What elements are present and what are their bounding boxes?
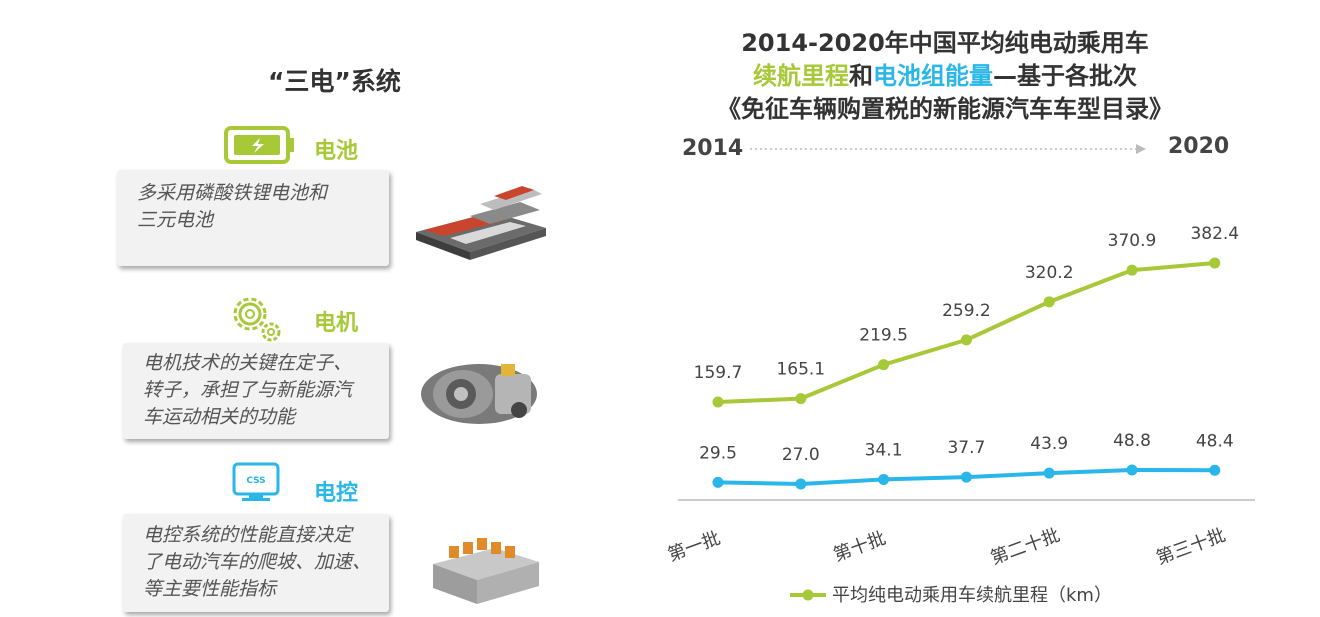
- battery-pack-image: [410, 176, 550, 268]
- data-point: [1209, 464, 1221, 476]
- data-label: 159.7: [694, 363, 743, 383]
- timeline-arrow: [750, 141, 1150, 160]
- description-line: 电控系统的性能直接决定: [143, 524, 353, 546]
- data-point: [795, 393, 807, 405]
- data-point: [1043, 296, 1055, 308]
- legend-label: 平均纯电动乘用车续航里程（km）: [832, 585, 1112, 606]
- data-point: [960, 471, 972, 483]
- data-label: 382.4: [1190, 224, 1239, 244]
- timeline-start-year: 2014: [682, 136, 744, 161]
- data-point: [878, 359, 890, 371]
- chart-title-line2: 续航里程和电池组能量—基于各批次: [640, 60, 1250, 93]
- description-line: 了电动汽车的爬坡、加速、: [143, 551, 372, 573]
- description-line: 转子，承担了与新能源汽: [143, 379, 353, 401]
- controller-description: 电控系统的性能直接决定 了电动汽车的爬坡、加速、 等主要性能指标: [123, 514, 389, 612]
- chart-title-line1: 2014-2020年中国平均纯电动乘用车: [741, 29, 1149, 57]
- data-point: [878, 473, 890, 485]
- data-label: 27.0: [782, 445, 820, 465]
- description-line: 电机技术的关键在定子、: [143, 352, 353, 374]
- x-tick-label: 第一批: [665, 528, 723, 566]
- description-line: 等主要性能指标: [143, 578, 277, 600]
- battery-label: 电池: [314, 139, 359, 164]
- chart-title-range-highlight: 续航里程: [753, 62, 849, 90]
- description-line: 车运动相关的功能: [143, 406, 296, 428]
- motor-label: 电机: [314, 311, 359, 336]
- x-tick-label: 第三十批: [1153, 525, 1228, 569]
- series-line-0: [717, 261, 1215, 404]
- data-point: [712, 396, 724, 408]
- data-point: [712, 476, 724, 488]
- motor-image: [415, 350, 545, 436]
- legend-swatch-marker: [802, 589, 814, 601]
- data-label: 37.7: [947, 438, 985, 458]
- data-label: 320.2: [1025, 263, 1074, 283]
- css-monitor-icon: CSS: [232, 462, 280, 508]
- description-line: 多采用磷酸铁锂电池和: [137, 182, 328, 204]
- data-label: 43.9: [1030, 434, 1068, 454]
- data-point: [960, 334, 972, 346]
- data-point: [1126, 264, 1138, 276]
- data-label: 259.2: [942, 301, 991, 321]
- data-label: 48.4: [1196, 431, 1234, 451]
- data-label: 165.1: [776, 360, 825, 380]
- data-label: 48.8: [1113, 431, 1151, 451]
- motor-description: 电机技术的关键在定子、 转子，承担了与新能源汽 车运动相关的功能: [123, 343, 389, 439]
- chart-title-connector: 和: [849, 62, 873, 90]
- x-tick-label: 第十批: [831, 528, 889, 566]
- data-label: 34.1: [865, 440, 903, 460]
- description-line: 三元电池: [137, 209, 214, 231]
- data-point: [1209, 257, 1221, 269]
- data-point: [1043, 467, 1055, 479]
- timeline-end-year: 2020: [1168, 134, 1230, 159]
- chart-title: 2014-2020年中国平均纯电动乘用车 续航里程和电池组能量—基于各批次 《免…: [640, 27, 1250, 126]
- left-panel-title: “三电”系统: [268, 67, 401, 96]
- battery-icon: [224, 126, 296, 168]
- controller-label: 电控: [314, 481, 359, 506]
- x-tick-label: 第二十批: [988, 525, 1063, 569]
- data-label: 29.5: [699, 443, 737, 463]
- battery-description: 多采用磷酸铁锂电池和 三元电池: [117, 170, 389, 266]
- svg-text:CSS: CSS: [246, 476, 265, 486]
- chart-title-line3: 《免征车辆购置税的新能源汽车车型目录》: [717, 95, 1173, 123]
- data-point: [1126, 464, 1138, 476]
- chart-title-suffix: —基于各批次: [993, 62, 1137, 90]
- data-label: 370.9: [1108, 231, 1157, 251]
- data-point: [795, 478, 807, 490]
- gear-icon: [228, 292, 286, 348]
- data-label: 219.5: [859, 326, 908, 346]
- controller-image: [425, 530, 545, 614]
- chart-title-energy-highlight: 电池组能量: [873, 62, 993, 90]
